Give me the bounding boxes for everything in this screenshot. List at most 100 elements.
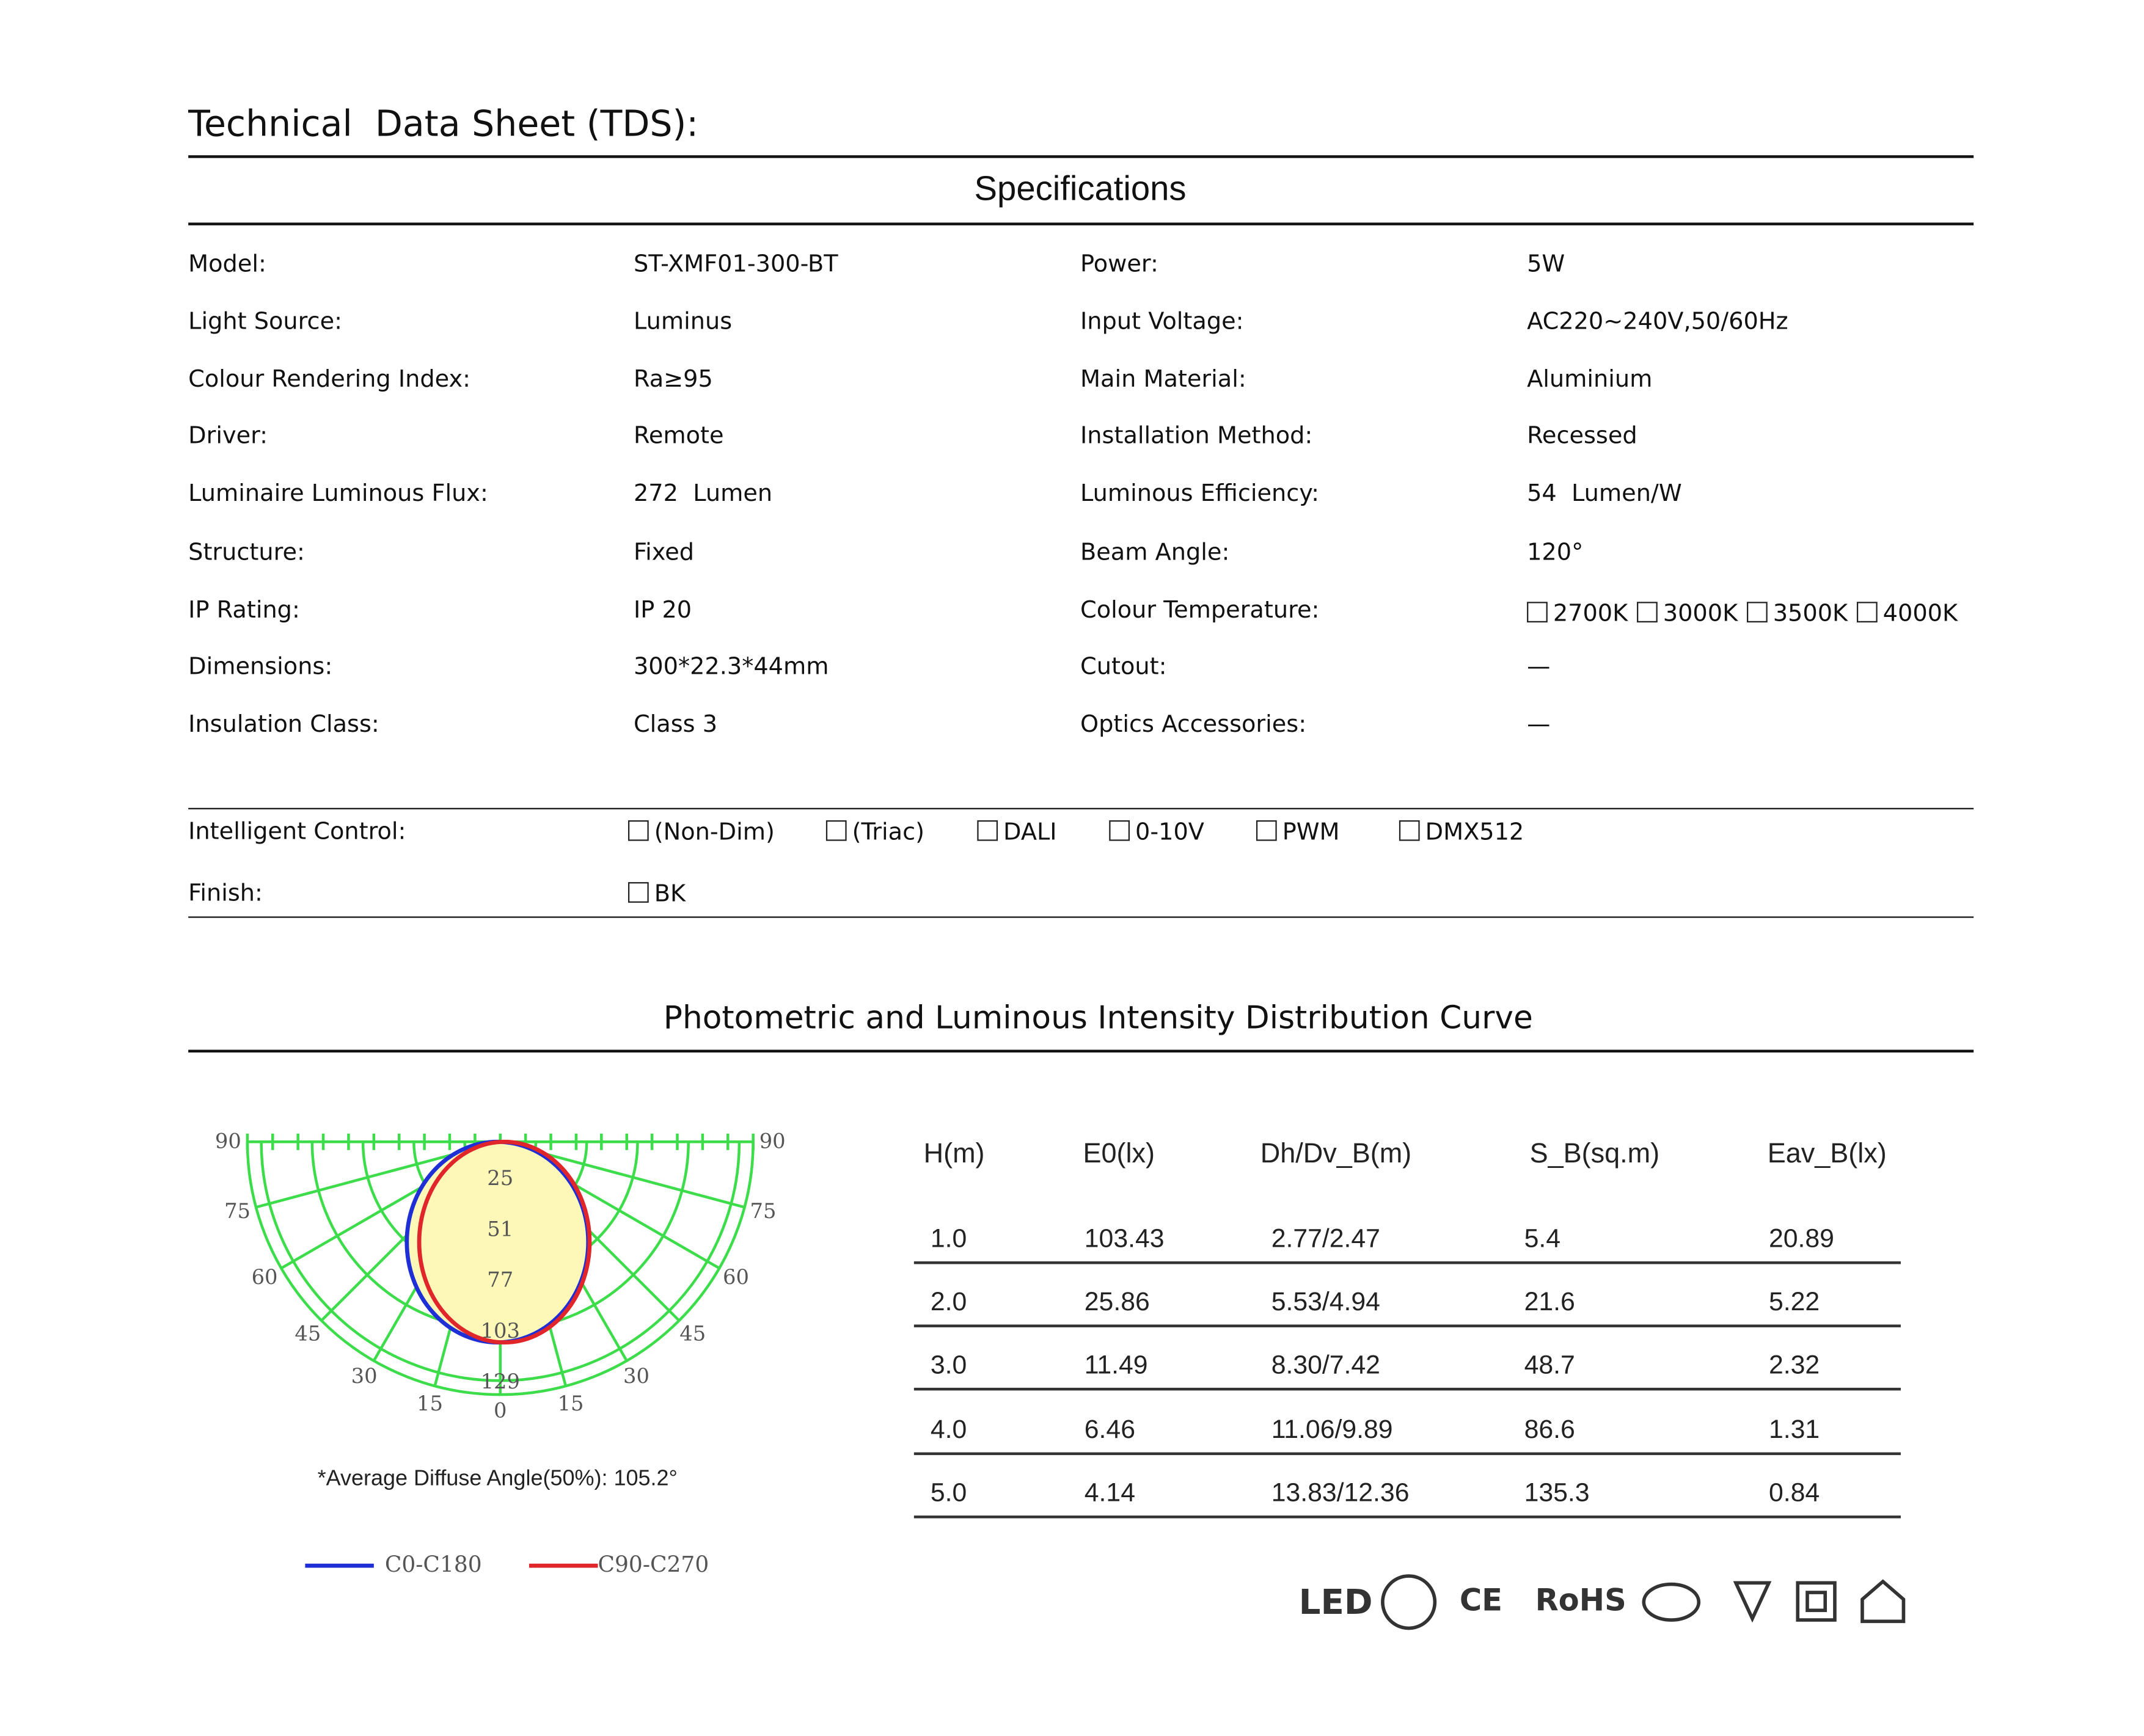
table-cell: 86.6 <box>1524 1415 1575 1445</box>
table-cell: 1.31 <box>1768 1415 1820 1445</box>
spec-label: Cutout: <box>1080 653 1167 681</box>
option: DMX512 <box>1399 820 1524 845</box>
checkbox <box>1637 602 1658 622</box>
legend-label: C90-C270 <box>598 1551 709 1578</box>
option: (Triac) <box>825 820 924 845</box>
spec-value: 272 Lumen <box>633 480 773 508</box>
row-rule <box>913 1451 1901 1455</box>
indoor-mark <box>1860 1579 1906 1624</box>
spec-label: Beam Angle: <box>1080 539 1230 567</box>
angle-label: 45 <box>679 1321 706 1346</box>
spec-label: Optics Accessories: <box>1080 711 1307 739</box>
spec-value: Ra≥95 <box>633 366 713 394</box>
spec-value: AC220~240V,50/60Hz <box>1527 308 1788 336</box>
option: 0-10V <box>1109 820 1204 845</box>
table-cell: 4.14 <box>1084 1479 1135 1508</box>
cert-logo: LED <box>1298 1582 1373 1622</box>
doc-title: Technical Data Sheet (TDS): <box>188 104 699 146</box>
rule <box>188 155 1974 158</box>
rule <box>188 222 1974 225</box>
table-header: E0(lx) <box>1083 1139 1155 1170</box>
legend-swatch <box>529 1563 598 1568</box>
table-cell: 0.84 <box>1768 1479 1820 1508</box>
checkbox <box>627 882 649 903</box>
table-cell: 2.77/2.47 <box>1271 1225 1380 1254</box>
spec-label: Insulation Class: <box>188 711 379 739</box>
angle-label: 0 <box>494 1398 507 1423</box>
checkbox <box>1109 820 1130 841</box>
spec-label: Driver: <box>188 422 268 450</box>
f-mark <box>1733 1581 1772 1623</box>
spec-value: 120° <box>1527 539 1584 567</box>
spec-label: Power: <box>1080 250 1158 279</box>
table-header: S_B(sq.m) <box>1529 1139 1660 1170</box>
class2-mark <box>1806 1591 1828 1613</box>
table-cell: 2.0 <box>930 1288 967 1318</box>
spec-label: Colour Rendering Index: <box>188 366 470 394</box>
spec-label: Luminous Efficiency: <box>1080 480 1320 508</box>
row-rule <box>913 1324 1901 1328</box>
row-rule <box>913 1515 1901 1519</box>
option: 3000K <box>1637 602 1738 626</box>
spec-label: IP Rating: <box>188 597 300 625</box>
table-cell: 5.22 <box>1768 1288 1820 1318</box>
angle-label: 15 <box>557 1391 584 1417</box>
table-cell: 4.0 <box>930 1415 967 1445</box>
spec-label: Luminaire Luminous Flux: <box>188 480 488 508</box>
legend-label: C0-C180 <box>384 1551 482 1578</box>
spec-label: Colour Temperature: <box>1080 597 1320 625</box>
checkbox <box>627 820 649 841</box>
checkbox <box>825 820 847 841</box>
spec-label: Light Source: <box>188 308 342 336</box>
spec-value: Aluminium <box>1527 366 1653 394</box>
rule <box>188 1049 1974 1053</box>
row-rule <box>913 1261 1901 1264</box>
checkbox <box>1746 602 1768 622</box>
class2-mark <box>1796 1581 1837 1622</box>
table-cell: 103.43 <box>1084 1225 1165 1254</box>
section-title: Specifications <box>974 169 1187 208</box>
table-cell: 11.49 <box>1084 1352 1148 1381</box>
legend-swatch <box>305 1563 374 1568</box>
ring-label: 103 <box>480 1318 520 1343</box>
table-cell: 6.46 <box>1084 1415 1135 1445</box>
option: BK <box>627 882 686 906</box>
table-header: H(m) <box>923 1139 985 1170</box>
angle-label: 75 <box>224 1199 251 1224</box>
spec-label: Main Material: <box>1080 366 1246 394</box>
table-cell: 13.83/12.36 <box>1271 1479 1410 1508</box>
spec-value: Remote <box>633 422 724 450</box>
cert-logo: CE <box>1459 1584 1503 1619</box>
table-cell: 25.86 <box>1084 1288 1150 1318</box>
ring-label: 25 <box>487 1165 514 1191</box>
angle-label: 30 <box>623 1364 649 1390</box>
spec-label: Installation Method: <box>1080 422 1313 450</box>
spec-value: — <box>1527 653 1551 681</box>
table-cell: 11.06/9.89 <box>1271 1415 1393 1445</box>
row-rule <box>913 1388 1901 1391</box>
table-header: Dh/Dv_B(m) <box>1260 1139 1412 1170</box>
ring-label: 77 <box>487 1267 514 1293</box>
checkbox <box>1399 820 1420 841</box>
table-cell: 8.30/7.42 <box>1271 1352 1380 1381</box>
table-cell: 20.89 <box>1768 1225 1834 1254</box>
table-cell: 1.0 <box>930 1225 967 1254</box>
spec-value: 300*22.3*44mm <box>633 653 829 681</box>
spec-label: Structure: <box>188 539 305 567</box>
cert-logo: RoHS <box>1535 1584 1626 1619</box>
table-cell: 5.4 <box>1524 1225 1561 1254</box>
option: 4000K <box>1856 602 1958 626</box>
spec-label: Input Voltage: <box>1080 308 1244 336</box>
table-cell: 5.0 <box>930 1479 967 1508</box>
table-cell: 21.6 <box>1524 1288 1575 1318</box>
diffuse-note: *Average Diffuse Angle(50%): 105.2° <box>317 1467 678 1491</box>
rule <box>188 916 1974 918</box>
angle-label: 45 <box>295 1321 321 1346</box>
angle-label: 15 <box>417 1391 443 1417</box>
angle-label: 60 <box>251 1264 278 1290</box>
spec-value: — <box>1527 711 1551 739</box>
spec-value: Fixed <box>633 539 695 567</box>
ccc-mark <box>1381 1574 1437 1630</box>
